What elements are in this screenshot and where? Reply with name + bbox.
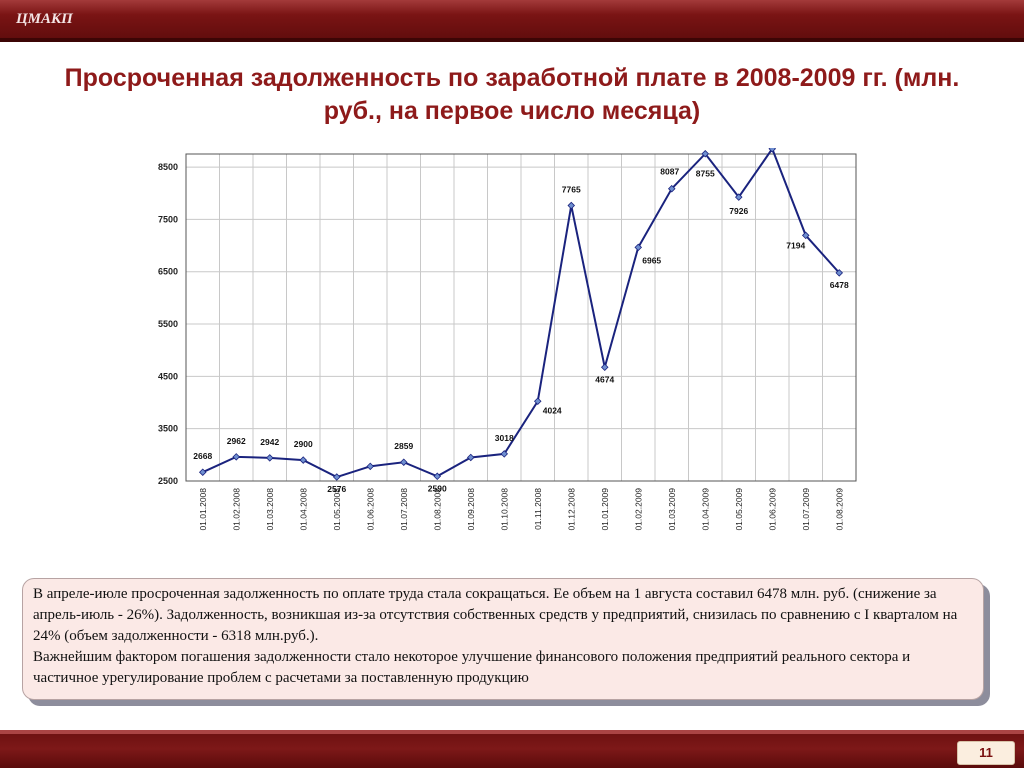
data-label: 7765 (562, 185, 581, 195)
x-tick-label: 01.07.2008 (399, 488, 409, 531)
x-tick-label: 01.08.2008 (432, 488, 442, 531)
y-tick-label: 5500 (158, 319, 178, 329)
data-label: 2590 (428, 483, 447, 493)
line-chart: 2500 3500 4500 5500 6500 7500 8500 01.01.2008 01… (158, 148, 857, 531)
x-tick-label: 01.04.2009 (700, 488, 710, 531)
data-point (500, 450, 509, 458)
data-label: 8755 (696, 169, 715, 179)
x-tick-label: 01.07.2009 (801, 488, 811, 531)
data-label: 7194 (786, 240, 805, 250)
data-point (600, 363, 609, 372)
commentary-paragraph-2: Важнейшим фактором погашения задолженнос… (33, 649, 911, 686)
x-tick-label: 01.03.2009 (667, 488, 677, 531)
y-tick-label: 6500 (158, 267, 178, 277)
data-label: 2900 (294, 439, 313, 449)
data-label: 6478 (830, 280, 849, 290)
data-label: 2962 (227, 436, 246, 446)
x-tick-label: 01.11.2008 (533, 488, 543, 530)
header-stripe (0, 38, 1024, 42)
plot-frame (185, 153, 857, 482)
x-tick-label: 01.03.2008 (265, 488, 275, 531)
y-tick-label: 2500 (158, 476, 178, 486)
x-tick-label: 01.06.2009 (767, 488, 777, 531)
data-point (835, 269, 844, 277)
chart-axes: 2500 3500 4500 5500 6500 7500 8500 01.01.2008 01… (158, 153, 857, 531)
y-tick-label: 7500 (158, 214, 178, 224)
data-point (399, 458, 408, 466)
data-label: 6965 (642, 255, 661, 265)
data-label: 3018 (495, 433, 514, 443)
data-label: 4674 (595, 374, 614, 384)
commentary-paragraph-1: В апреле-июле просроченная задолженность… (33, 586, 958, 644)
chart-series (198, 148, 844, 481)
data-point (801, 231, 810, 240)
data-point (734, 193, 743, 201)
data-label: 4024 (543, 405, 562, 415)
data-point (768, 148, 777, 153)
x-tick-label: 01.05.2009 (734, 488, 744, 531)
data-label: 2668 (193, 451, 212, 461)
data-point (265, 454, 274, 462)
series-line (202, 148, 840, 479)
data-point (299, 456, 308, 464)
data-point (332, 473, 341, 481)
data-point (567, 201, 576, 210)
data-point (667, 184, 676, 193)
data-point (533, 397, 542, 406)
x-tick-label: 01.02.2008 (231, 488, 241, 531)
logo: ЦМАКП (16, 11, 73, 27)
page-number: 11 (957, 741, 1015, 765)
data-point (634, 243, 643, 252)
chart-grid (185, 154, 857, 482)
x-tick-label: 01.01.2008 (198, 488, 208, 531)
x-tick-label: 01.06.2008 (365, 488, 375, 531)
chart-labels: 2668 2962 2942 2900 2576 2859 2590 3018 4024 7765… (193, 167, 849, 494)
page-title: Просроченная задолженность по заработной… (64, 64, 960, 125)
footer-stripe (0, 730, 1024, 734)
data-point (466, 453, 475, 462)
x-tick-label: 01.10.2008 (499, 488, 509, 531)
x-tick-label: 01.04.2008 (298, 488, 308, 531)
data-label: 2859 (394, 441, 413, 451)
data-label: 7926 (729, 206, 748, 216)
commentary-box: В апреле-июле просроченная задолженность… (22, 578, 984, 700)
data-point (198, 468, 207, 476)
x-tick-label: 01.12.2008 (566, 488, 576, 531)
header-band (0, 0, 1024, 42)
data-label: 2576 (327, 484, 346, 494)
data-label: 2942 (260, 437, 279, 447)
data-point (232, 453, 241, 461)
data-point (366, 462, 375, 471)
x-tick-label: 01.05.2008 (332, 488, 342, 531)
x-tick-label: 01.02.2009 (633, 488, 643, 531)
y-tick-label: 4500 (158, 371, 178, 381)
x-tick-label: 01.09.2008 (466, 488, 476, 531)
data-label: 8087 (660, 167, 679, 177)
footer-band (0, 730, 1024, 768)
data-point (701, 149, 710, 158)
y-tick-label: 3500 (158, 424, 178, 434)
y-tick-label: 8500 (158, 162, 178, 172)
x-tick-label: 01.01.2009 (600, 488, 610, 531)
data-point (433, 472, 442, 481)
x-tick-label: 01.08.2009 (834, 488, 844, 531)
